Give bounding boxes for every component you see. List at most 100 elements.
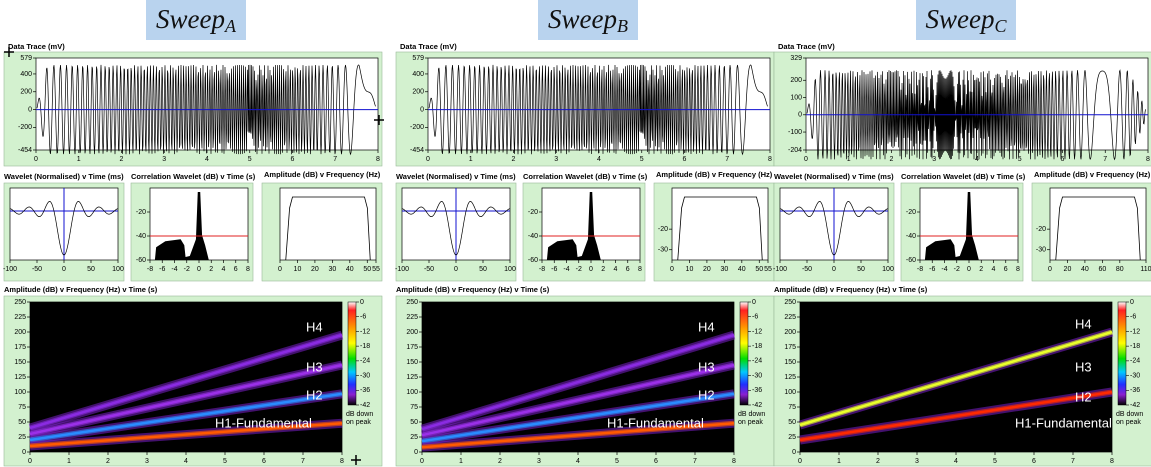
x-tick-label: 3 bbox=[145, 458, 149, 465]
x-tick-label: 8 bbox=[732, 458, 736, 465]
colorbar-tick-label: -18 bbox=[1130, 343, 1140, 350]
harmonic-label: H4 bbox=[698, 319, 715, 334]
x-tick-label: 4 bbox=[992, 266, 996, 273]
x-tick-label: 8 bbox=[246, 266, 250, 273]
x-tick-label: 4 bbox=[614, 266, 618, 273]
colorbar-tick-label: -30 bbox=[1130, 372, 1140, 379]
y-tick-label: 150 bbox=[784, 359, 796, 366]
x-tick-label: 7 bbox=[1071, 458, 1075, 465]
harmonic-label: H4 bbox=[306, 319, 323, 334]
y-tick-label: 250 bbox=[14, 299, 26, 306]
x-tick-label: 6 bbox=[654, 458, 658, 465]
x-tick-label: 7 bbox=[333, 156, 337, 163]
x-tick-label: 1 bbox=[459, 458, 463, 465]
y-tick-label: 200 bbox=[790, 77, 802, 84]
y-tick-label: 0 bbox=[792, 449, 796, 456]
colorbar-tick-label: 0 bbox=[1130, 299, 1134, 306]
x-tick-label: 8 bbox=[1146, 156, 1150, 163]
colorbar bbox=[1118, 302, 1126, 405]
x-tick-label: 2 bbox=[209, 266, 213, 273]
x-tick-label: 2 bbox=[876, 458, 880, 465]
screenshot: SweepAData Trace (mV)0123456785794002000… bbox=[0, 0, 1151, 467]
y-tick-label: 50 bbox=[18, 419, 26, 426]
chart-title: Data Trace (mV) bbox=[400, 42, 457, 51]
colorbar-label: on peak bbox=[738, 419, 763, 426]
colorbar-tick-label: -12 bbox=[360, 328, 370, 335]
y-tick-label: -40 bbox=[528, 233, 538, 240]
y-tick-label: 75 bbox=[18, 404, 26, 411]
colorbar-tick-label: -6 bbox=[1130, 314, 1136, 321]
x-tick-label: 0 bbox=[967, 266, 971, 273]
y-tick-label: 579 bbox=[20, 55, 32, 62]
title-sub: A bbox=[224, 16, 237, 36]
colorbar-label: on peak bbox=[346, 419, 371, 426]
y-tick-label: 100 bbox=[14, 389, 26, 396]
colorbar-tick-label: -12 bbox=[752, 328, 762, 335]
y-tick-label: -20 bbox=[658, 226, 668, 233]
x-tick-label: 8 bbox=[376, 156, 380, 163]
y-tick-label: 50 bbox=[788, 419, 796, 426]
x-tick-label: 8 bbox=[1110, 458, 1114, 465]
harmonic-label: H3 bbox=[1075, 359, 1092, 374]
x-tick-label: 0 bbox=[197, 266, 201, 273]
y-tick-label: 250 bbox=[784, 299, 796, 306]
x-tick-label: 7 bbox=[725, 156, 729, 163]
x-tick-label: 8 bbox=[768, 156, 772, 163]
colorbar-tick-label: -6 bbox=[752, 314, 758, 321]
chart-title: Amplitude (dB) v Frequency (Hz) bbox=[264, 170, 381, 179]
y-tick-label: 50 bbox=[410, 419, 418, 426]
colorbar bbox=[740, 302, 748, 405]
colorbar-label: on peak bbox=[1116, 419, 1141, 426]
x-tick-label: 3 bbox=[162, 156, 166, 163]
harmonic-label: H3 bbox=[698, 359, 715, 374]
y-tick-label: -60 bbox=[528, 257, 538, 264]
chart-title: Wavelet (Normalised) v Time (ms) bbox=[4, 172, 124, 181]
x-tick-label: 0 bbox=[1048, 266, 1052, 273]
y-tick-label: 125 bbox=[14, 374, 26, 381]
colorbar-label: dB down bbox=[346, 411, 373, 418]
y-tick-label: -204 bbox=[788, 147, 802, 154]
harmonic-label: H3 bbox=[306, 359, 323, 374]
x-tick-label: 3 bbox=[932, 156, 936, 163]
colorbar-tick-label: -24 bbox=[360, 358, 370, 365]
x-tick-label: 2 bbox=[979, 266, 983, 273]
x-tick-label: 6 bbox=[262, 458, 266, 465]
x-tick-label: -8 bbox=[147, 266, 153, 273]
harmonic-label: H2 bbox=[306, 387, 323, 402]
chart-title: Amplitude (dB) v Frequency (Hz) bbox=[1034, 170, 1151, 179]
x-tick-label: 2 bbox=[512, 156, 516, 163]
x-tick-label: -50 bbox=[32, 266, 42, 273]
x-tick-label: 100 bbox=[112, 266, 124, 273]
x-tick-label: -2 bbox=[576, 266, 582, 273]
y-tick-label: 175 bbox=[14, 344, 26, 351]
colorbar-tick-label: -36 bbox=[1130, 387, 1140, 394]
colorbar-tick-label: -18 bbox=[360, 343, 370, 350]
colorbar-tick-label: -42 bbox=[752, 402, 762, 409]
x-tick-label: 20 bbox=[1064, 266, 1072, 273]
x-tick-label: 4 bbox=[597, 156, 601, 163]
x-tick-label: 3 bbox=[554, 156, 558, 163]
chart-title: Data Trace (mV) bbox=[8, 42, 65, 51]
x-tick-label: 5 bbox=[640, 156, 644, 163]
y-tick-label: 75 bbox=[788, 404, 796, 411]
harmonic-label: H2 bbox=[698, 387, 715, 402]
x-tick-label: -50 bbox=[802, 266, 812, 273]
colorbar-tick-label: 0 bbox=[752, 299, 756, 306]
colorbar-label: dB down bbox=[1116, 411, 1143, 418]
x-tick-label: 8 bbox=[638, 266, 642, 273]
title-sub: B bbox=[617, 16, 628, 36]
y-tick-label: 200 bbox=[14, 329, 26, 336]
y-tick-label: 100 bbox=[406, 389, 418, 396]
colorbar-tick-label: -30 bbox=[360, 372, 370, 379]
y-tick-label: 0 bbox=[28, 106, 32, 113]
x-tick-label: 8 bbox=[340, 458, 344, 465]
y-tick-label: 75 bbox=[410, 404, 418, 411]
x-tick-label: 10 bbox=[686, 266, 694, 273]
x-tick-label: 2 bbox=[890, 156, 894, 163]
x-tick-label: 40 bbox=[738, 266, 746, 273]
x-tick-label: 0 bbox=[426, 156, 430, 163]
y-tick-label: -20 bbox=[136, 209, 146, 216]
x-tick-label: 100 bbox=[504, 266, 516, 273]
y-tick-label: -100 bbox=[788, 129, 802, 136]
plot-area bbox=[1050, 188, 1146, 260]
